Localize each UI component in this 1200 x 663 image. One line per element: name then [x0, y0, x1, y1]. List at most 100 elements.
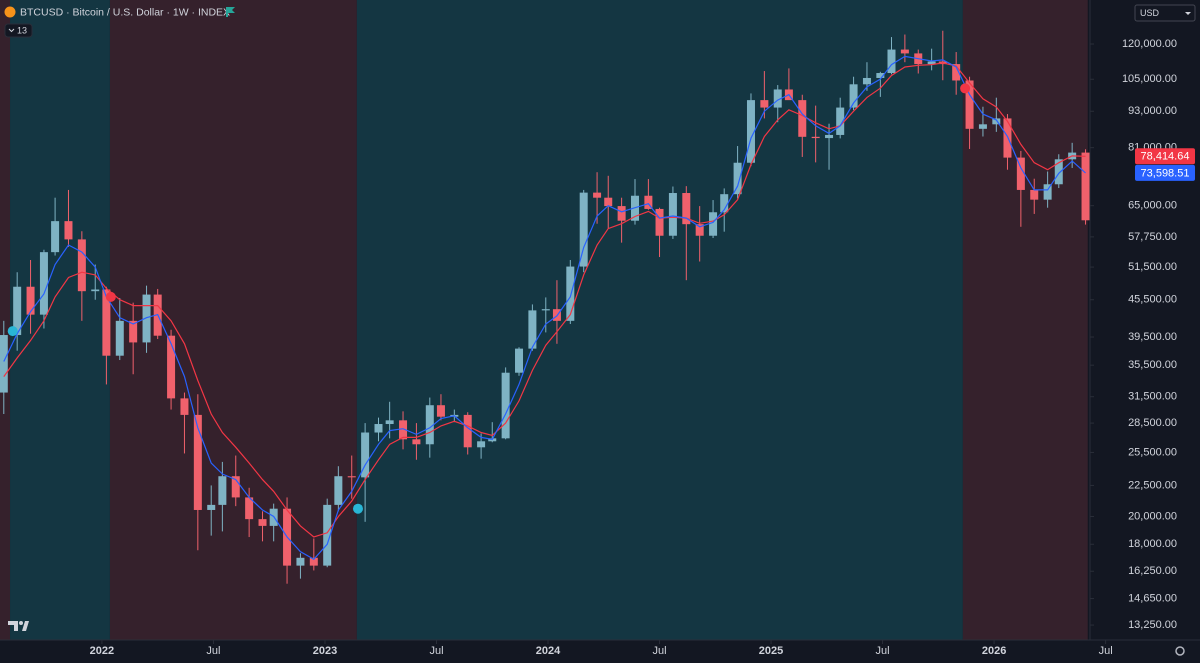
candle-body — [515, 348, 524, 373]
candle-body — [733, 162, 742, 195]
candle-body — [193, 414, 202, 510]
candle-body — [836, 107, 845, 135]
candle-body — [347, 476, 356, 478]
candle-body — [644, 195, 653, 209]
signal-marker — [7, 326, 18, 337]
candle-body — [668, 193, 677, 236]
candle-body — [655, 208, 664, 236]
y-tick-label: 120,000.00 — [1122, 38, 1177, 50]
candle-body — [115, 320, 124, 356]
candle-body — [361, 432, 370, 478]
y-tick-label: 14,650.00 — [1128, 592, 1177, 604]
x-tick-label: Jul — [206, 645, 220, 657]
candle-body — [798, 100, 807, 137]
y-tick-label: 25,500.00 — [1128, 446, 1177, 458]
study-count: 13 — [17, 25, 27, 35]
candle-body — [952, 64, 961, 81]
y-tick-label: 57,750.00 — [1128, 231, 1177, 243]
x-tick-label: Jul — [653, 645, 667, 657]
candle-body — [167, 335, 176, 399]
candle-body — [604, 197, 613, 207]
candle-body — [862, 77, 871, 85]
candle-body — [566, 266, 575, 321]
candle-body — [720, 194, 729, 213]
y-tick-label: 31,500.00 — [1128, 391, 1177, 403]
signal-region — [0, 0, 11, 640]
candle-body — [876, 73, 885, 78]
candle-body — [374, 424, 383, 433]
dropdown-icon — [1185, 12, 1191, 15]
candle-body — [849, 84, 858, 108]
candle-body — [528, 310, 537, 349]
candle-body — [477, 441, 486, 448]
candle-body — [207, 504, 216, 510]
candle-body — [746, 100, 755, 163]
candle-body — [825, 134, 834, 139]
ma-line — [3, 55, 1086, 561]
signal-marker — [105, 291, 116, 302]
study-toggle[interactable] — [4, 23, 33, 38]
currency-select[interactable] — [1134, 4, 1196, 22]
y-tick-label: 45,500.00 — [1128, 294, 1177, 306]
candle-body — [129, 320, 138, 343]
signal-region — [356, 0, 963, 640]
candle-body — [180, 398, 189, 415]
candle-body — [323, 504, 332, 566]
signal-region — [109, 0, 357, 640]
y-tick-label: 13,250.00 — [1128, 619, 1177, 631]
candle-body — [142, 294, 151, 343]
candle-body — [682, 193, 691, 225]
candle-body — [541, 309, 550, 311]
x-tick-label: 2026 — [982, 645, 1006, 657]
ma-line — [3, 62, 1086, 538]
y-tick-label: 93,000.00 — [1128, 105, 1177, 117]
candle-body — [1016, 157, 1025, 190]
y-tick-label: 105,000.00 — [1122, 73, 1177, 85]
last-value-box — [1135, 164, 1195, 181]
x-tick-label: 2025 — [759, 645, 783, 657]
candle-body — [760, 100, 769, 108]
candle-body — [927, 61, 936, 65]
chart-title: BTCUSD · Bitcoin / U.S. Dollar · 1W · IN… — [20, 6, 230, 18]
candle-body — [617, 206, 626, 221]
x-tick-label: 2022 — [90, 645, 114, 657]
candle-body — [258, 519, 267, 526]
candle-body — [296, 557, 305, 566]
candle-body — [436, 405, 445, 417]
candle-body — [39, 252, 48, 315]
y-tick-label: 51,500.00 — [1128, 261, 1177, 273]
candle-body — [91, 289, 100, 292]
y-tick-label: 20,000.00 — [1128, 510, 1177, 522]
candle-body — [245, 497, 254, 520]
candle-body — [1043, 184, 1052, 200]
plot-area — [0, 0, 1090, 640]
signal-marker — [960, 83, 971, 94]
y-tick-label: 65,000.00 — [1128, 200, 1177, 212]
candle-body — [26, 286, 35, 315]
x-tick-label: Jul — [429, 645, 443, 657]
y-tick-label: 18,000.00 — [1128, 538, 1177, 550]
settings-icon[interactable] — [1175, 646, 1185, 656]
candle-body — [412, 439, 421, 445]
candle-body — [425, 405, 434, 445]
last-value-label: 73,598.51 — [1141, 167, 1190, 179]
x-tick-label: Jul — [1099, 645, 1113, 657]
candle-body — [501, 372, 510, 439]
signal-marker — [352, 503, 363, 514]
candle-body — [773, 89, 782, 108]
candle-body — [0, 335, 8, 393]
candle-body — [978, 124, 987, 129]
candle-body — [1054, 159, 1063, 185]
candle-body — [77, 239, 86, 292]
candle-body — [334, 476, 343, 505]
tradingview-logo — [8, 621, 29, 631]
y-tick-label: 39,500.00 — [1128, 331, 1177, 343]
chevron-icon — [8, 28, 15, 33]
candle-body — [965, 80, 974, 129]
x-tick-label: 2023 — [313, 645, 337, 657]
flag-icon — [226, 7, 235, 17]
candle-body — [102, 289, 111, 356]
y-tick-label: 28,500.00 — [1128, 417, 1177, 429]
